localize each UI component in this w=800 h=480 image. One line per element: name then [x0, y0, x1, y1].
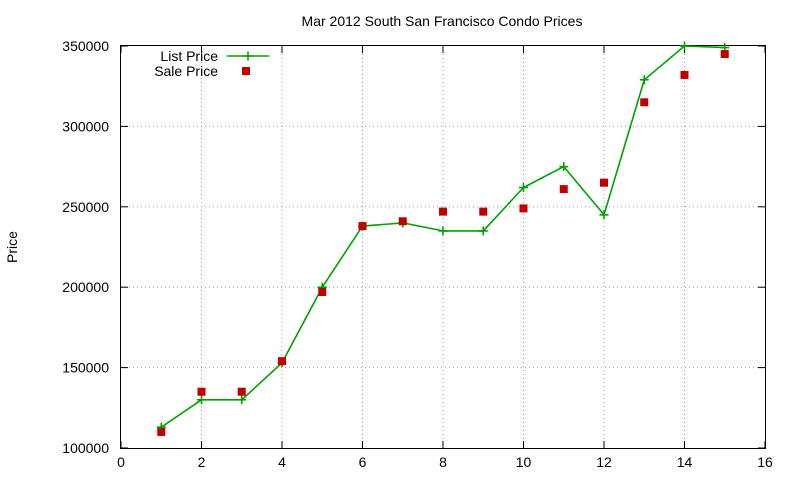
- legend-marker-list-price: [243, 51, 253, 61]
- data-point-sale-price: [197, 387, 206, 396]
- plot-frame: [120, 45, 766, 449]
- y-axis-label: Price: [4, 231, 20, 263]
- legend-marker-sale-price: [242, 67, 250, 75]
- data-point-sale-price: [559, 185, 568, 194]
- data-point-sale-price: [318, 288, 327, 297]
- x-tick-label: 4: [278, 454, 286, 470]
- chart-title: Mar 2012 South San Francisco Condo Price…: [302, 13, 583, 29]
- y-tick-label: 250000: [62, 199, 109, 215]
- data-point-list-price: [639, 75, 649, 85]
- data-point-sale-price: [439, 207, 447, 216]
- y-tick-label: 200000: [62, 279, 109, 295]
- legend: List Price Sale Price: [154, 48, 269, 79]
- data-point-sale-price: [519, 204, 528, 213]
- data-point-sale-price: [237, 387, 246, 396]
- series-layer: [156, 41, 730, 436]
- x-tick-label: 16: [757, 454, 773, 470]
- legend-marker-square: [242, 67, 250, 75]
- data-point-sale-price: [479, 207, 488, 216]
- legend-marker-plus: [243, 51, 253, 61]
- data-point-list-price: [478, 226, 488, 236]
- x-tick-label: 6: [359, 454, 367, 470]
- y-tick-labels: 100000 150000 200000 250000 300000 350000: [62, 38, 109, 456]
- data-point-sale-price: [720, 50, 729, 59]
- data-point-sale-price: [600, 178, 608, 187]
- legend-label-list-price: List Price: [160, 48, 218, 64]
- x-tick-label: 0: [117, 454, 125, 470]
- y-tick-label: 150000: [62, 360, 109, 376]
- data-point-sale-price: [640, 98, 649, 107]
- grid-lines: [121, 46, 765, 448]
- x-tick-label: 2: [198, 454, 206, 470]
- x-tick-label: 8: [439, 454, 447, 470]
- x-tick-label: 12: [596, 454, 612, 470]
- data-point-list-price: [599, 210, 609, 220]
- data-point-list-price: [197, 395, 206, 405]
- data-point-list-price: [237, 395, 247, 405]
- x-tick-label: 14: [677, 454, 693, 470]
- data-point-list-price: [519, 183, 528, 193]
- y-tick-label: 300000: [62, 118, 109, 134]
- data-point-list-price: [680, 41, 689, 51]
- data-point-sale-price: [680, 70, 689, 79]
- x-tick-labels: 0 2 4 6 8 10 12 14 16: [117, 454, 773, 470]
- data-point-list-price: [438, 226, 448, 236]
- x-tick-label: 10: [516, 454, 532, 470]
- y-tick-label: 100000: [62, 440, 109, 456]
- data-point-sale-price: [358, 222, 367, 231]
- data-point-sale-price: [398, 217, 407, 226]
- data-point-sale-price: [278, 357, 286, 366]
- data-point-sale-price: [157, 427, 166, 436]
- legend-label-sale-price: Sale Price: [154, 63, 218, 79]
- data-point-list-price: [559, 162, 569, 172]
- y-tick-label: 350000: [62, 38, 109, 54]
